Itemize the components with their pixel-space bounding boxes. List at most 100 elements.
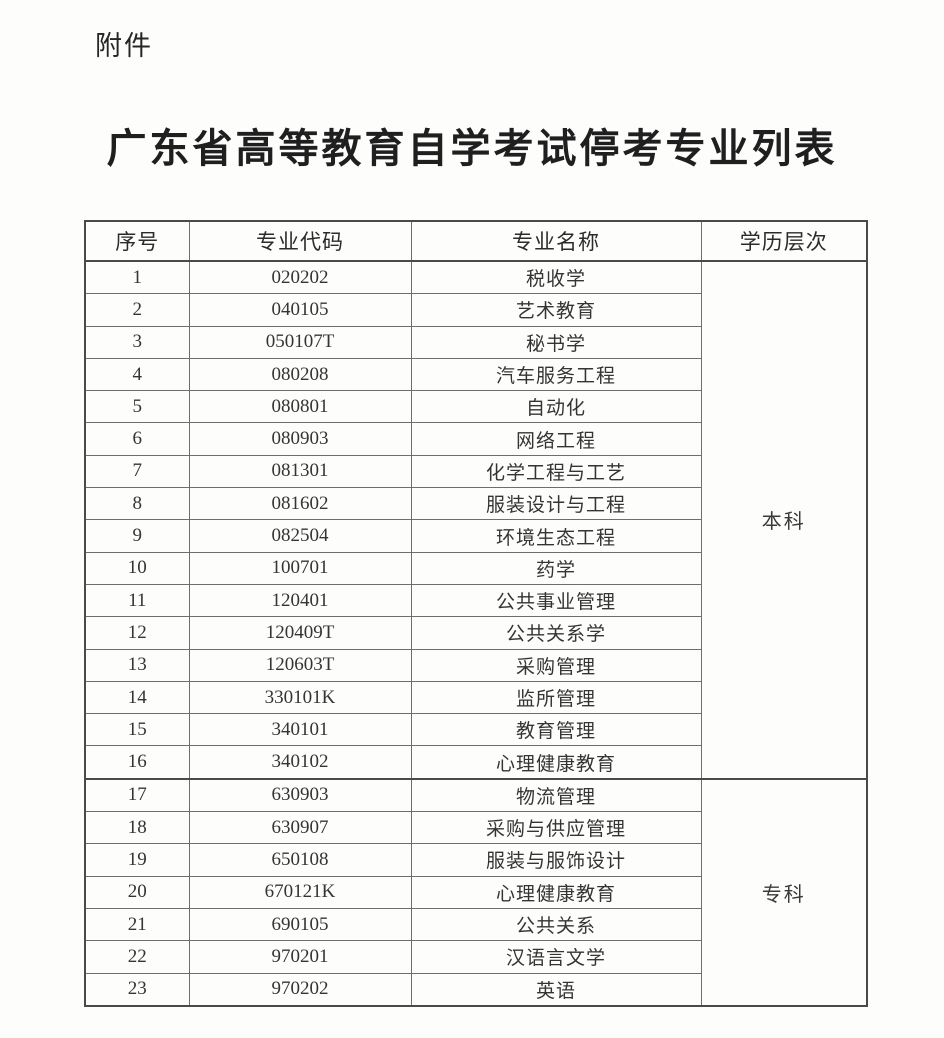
table-row: 21 690105 公共关系: [84, 907, 867, 942]
cell-name: 公共事业管理: [410, 583, 702, 618]
cell-code: 670121K: [188, 875, 412, 909]
cell-no: 9: [84, 519, 190, 553]
table-row: 19 650108 服装与服饰设计: [84, 843, 867, 877]
cell-name: 税收学: [410, 260, 702, 295]
cell-code: 630903: [188, 777, 412, 813]
table-row: 2 040105 艺术教育: [84, 293, 867, 327]
cell-name: 公共关系: [410, 907, 702, 942]
table-row: 11 120401 公共事业管理: [84, 583, 867, 618]
cell-name: 心理健康教育: [410, 745, 702, 780]
cell-code: 970202: [188, 972, 412, 1007]
cell-no: 11: [84, 583, 190, 618]
header-name: 专业名称: [410, 220, 702, 262]
cell-code: 120409T: [188, 616, 412, 650]
table-row: 8 081602 服装设计与工程: [84, 487, 867, 521]
cell-name: 网络工程: [410, 422, 702, 456]
cell-no: 8: [84, 487, 190, 521]
cell-name: 化学工程与工艺: [410, 454, 702, 489]
table-header-row: 序号 专业代码 专业名称 学历层次: [84, 220, 868, 262]
cell-education-level: 专科: [700, 777, 868, 1007]
table-row: 6 080903 网络工程: [84, 422, 867, 456]
cell-code: 330101K: [188, 680, 412, 715]
cell-no: 5: [84, 390, 190, 424]
cell-name: 物流管理: [410, 777, 702, 813]
table-row: 5 080801 自动化: [84, 390, 867, 424]
cell-no: 2: [84, 293, 190, 327]
header-no: 序号: [84, 220, 190, 262]
cell-no: 14: [84, 680, 190, 715]
cell-no: 6: [84, 422, 190, 456]
cell-name: 艺术教育: [410, 293, 702, 327]
cell-no: 7: [84, 454, 190, 489]
cell-name: 采购与供应管理: [410, 811, 702, 845]
page-title: 广东省高等教育自学考试停考专业列表: [106, 126, 838, 171]
cell-code: 050107T: [188, 325, 412, 359]
table-row: 1 020202 税收学 本科: [84, 260, 868, 780]
cell-name: 环境生态工程: [410, 519, 702, 553]
table-row: 20 670121K 心理健康教育: [84, 875, 867, 909]
cell-education-level: 本科: [700, 260, 868, 780]
cell-code: 020202: [188, 260, 412, 295]
table-row: 15 340101 教育管理: [84, 713, 867, 747]
cell-no: 15: [84, 713, 190, 747]
table-row: 9 082504 环境生态工程: [84, 519, 867, 553]
cell-no: 10: [84, 551, 190, 585]
cell-code: 630907: [188, 811, 412, 845]
cell-name: 秘书学: [410, 325, 702, 359]
cell-name: 服装与服饰设计: [410, 843, 702, 877]
cell-code: 120603T: [188, 648, 412, 682]
cell-name: 服装设计与工程: [410, 487, 702, 521]
table-header: 序号 专业代码 专业名称 学历层次: [84, 220, 868, 262]
cell-no: 13: [84, 648, 190, 682]
table-row: 17 630903 物流管理 专科: [84, 777, 868, 1007]
table-body: 1 020202 税收学 本科 2 040105 艺术教育 3 050107T 秘书学 4 08020…: [84, 260, 868, 1007]
cell-no: 22: [84, 940, 190, 974]
cell-no: 12: [84, 616, 190, 650]
cell-no: 3: [84, 325, 190, 359]
attachment-label: 附件: [95, 31, 153, 61]
cell-code: 080801: [188, 390, 412, 424]
cell-name: 汉语言文学: [410, 940, 702, 974]
cell-code: 081301: [188, 454, 412, 489]
table-row: 3 050107T 秘书学: [84, 325, 867, 359]
cell-no: 18: [84, 811, 190, 845]
cell-code: 080208: [188, 357, 412, 392]
header-level: 学历层次: [700, 220, 868, 262]
table-row: 22 970201 汉语言文学: [84, 940, 867, 974]
cell-code: 081602: [188, 487, 412, 521]
cell-name: 教育管理: [410, 713, 702, 747]
cell-no: 17: [84, 777, 190, 813]
cell-name: 公共关系学: [410, 616, 702, 650]
cell-no: 19: [84, 843, 190, 877]
cell-no: 16: [84, 745, 190, 780]
cell-no: 20: [84, 875, 190, 909]
table-row: 13 120603T 采购管理: [84, 648, 867, 682]
cell-code: 690105: [188, 907, 412, 942]
cell-name: 药学: [410, 551, 702, 585]
cell-code: 120401: [188, 583, 412, 618]
table-row: 10 100701 药学: [84, 551, 867, 585]
cell-name: 采购管理: [410, 648, 702, 682]
cell-no: 21: [84, 907, 190, 942]
cell-code: 080903: [188, 422, 412, 456]
header-code: 专业代码: [188, 220, 412, 262]
cell-name: 自动化: [410, 390, 702, 424]
cell-name: 英语: [410, 972, 702, 1007]
majors-table: 序号 专业代码 专业名称 学历层次 1 020202 税收学 本科 2 040105 艺术教…: [84, 220, 868, 1007]
cell-no: 4: [84, 357, 190, 392]
cell-no: 23: [84, 972, 190, 1007]
cell-code: 650108: [188, 843, 412, 877]
table-row: 23 970202 英语: [84, 972, 867, 1007]
cell-no: 1: [84, 260, 190, 295]
table-row: 14 330101K 监所管理: [84, 680, 867, 715]
cell-name: 心理健康教育: [410, 875, 702, 909]
table-row: 16 340102 心理健康教育: [84, 745, 867, 780]
cell-code: 340101: [188, 713, 412, 747]
cell-name: 监所管理: [410, 680, 702, 715]
cell-code: 100701: [188, 551, 412, 585]
cell-code: 340102: [188, 745, 412, 780]
cell-name: 汽车服务工程: [410, 357, 702, 392]
cell-code: 082504: [188, 519, 412, 553]
cell-code: 970201: [188, 940, 412, 974]
